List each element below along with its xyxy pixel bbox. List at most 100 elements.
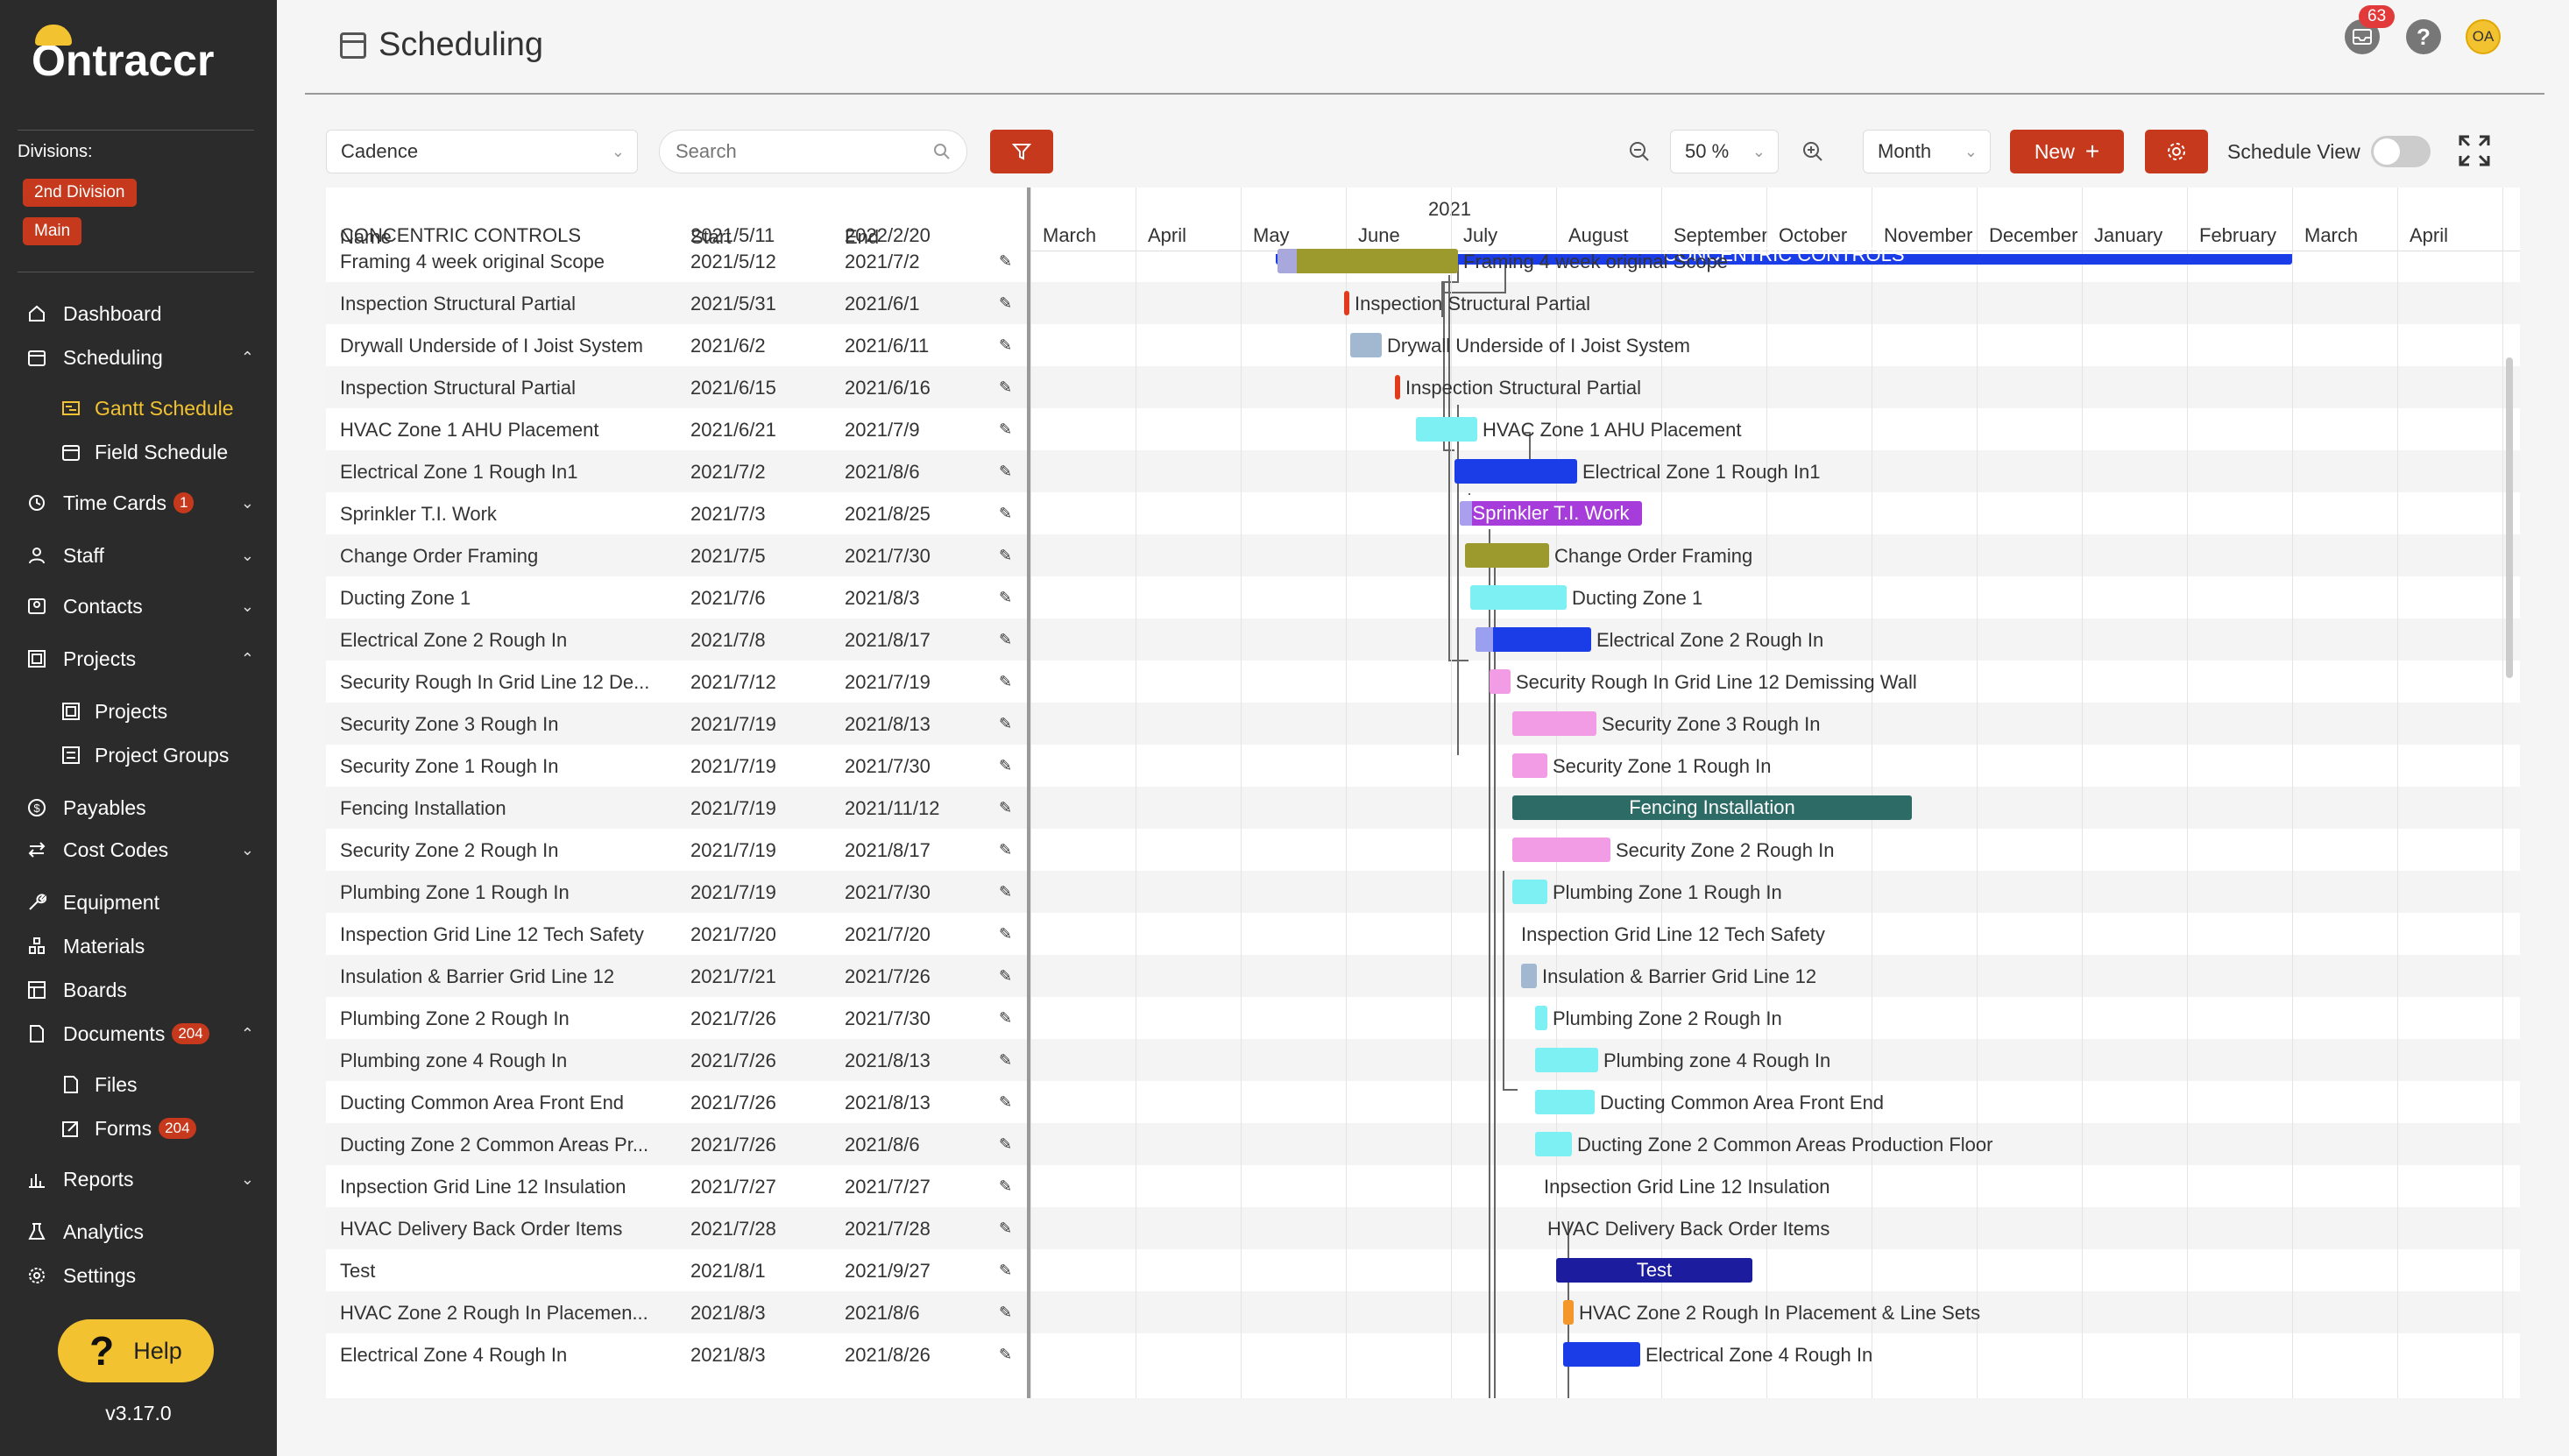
edit-icon[interactable]: ✎ [999, 378, 1013, 396]
table-row[interactable]: Security Zone 2 Rough In 2021/7/19 2021/8/… [326, 829, 1027, 871]
sidebar-item-time-cards[interactable]: Time Cards 1 ⌄ [26, 485, 258, 520]
edit-icon[interactable]: ✎ [999, 505, 1013, 522]
gantt-bar[interactable] [1563, 1342, 1640, 1367]
help-button[interactable]: ? Help [58, 1319, 214, 1382]
edit-icon[interactable]: ✎ [999, 967, 1013, 985]
sidebar-item-analytics[interactable]: Analytics [26, 1214, 258, 1249]
edit-icon[interactable]: ✎ [999, 1177, 1013, 1195]
table-row[interactable]: Sprinkler T.I. Work 2021/7/3 2021/8/25 ✎ [326, 492, 1027, 534]
column-header-start[interactable]: Start [690, 226, 732, 248]
panel-splitter[interactable] [1027, 187, 1030, 1398]
column-header-end[interactable]: End [845, 226, 880, 248]
edit-icon[interactable]: ✎ [999, 252, 1013, 270]
table-row[interactable]: Inspection Structural Partial 2021/5/31 20… [326, 282, 1027, 324]
table-row[interactable]: Ducting Common Area Front End 2021/7/26 20… [326, 1081, 1027, 1123]
table-row[interactable]: Framing 4 week original Scope 2021/5/12 20… [326, 240, 1027, 282]
search-field[interactable] [659, 130, 967, 173]
table-row[interactable]: Security Rough In Grid Line 12 De... 2021… [326, 661, 1027, 703]
sidebar-item-gantt-schedule[interactable]: Gantt Schedule [61, 391, 234, 426]
edit-icon[interactable]: ✎ [999, 1304, 1013, 1321]
table-row[interactable]: HVAC Zone 2 Rough In Placemen... 2021/8/3… [326, 1291, 1027, 1333]
gantt-bar[interactable] [1535, 1132, 1572, 1156]
table-row[interactable]: Insulation & Barrier Grid Line 12 2021/7/… [326, 955, 1027, 997]
edit-icon[interactable]: ✎ [999, 336, 1013, 354]
chevron-up-icon[interactable]: ⌃ [240, 649, 254, 668]
gantt-bar[interactable] [1512, 711, 1596, 736]
sidebar-item-staff[interactable]: Staff ⌄ [26, 538, 258, 573]
table-row[interactable]: Electrical Zone 4 Rough In 2021/8/3 2021/8… [326, 1333, 1027, 1375]
sidebar-item-boards[interactable]: Boards [26, 972, 258, 1007]
table-row[interactable]: Electrical Zone 2 Rough In 2021/7/8 2021/8… [326, 618, 1027, 661]
new-button[interactable]: New + [2010, 130, 2124, 173]
sidebar-item-scheduling[interactable]: Scheduling ⌃ [26, 340, 258, 375]
table-row[interactable]: Fencing Installation 2021/7/19 2021/11/12 ✎ [326, 787, 1027, 829]
edit-icon[interactable]: ✎ [999, 1093, 1013, 1111]
gantt-bar[interactable] [1563, 1300, 1574, 1325]
edit-icon[interactable]: ✎ [999, 547, 1013, 564]
edit-icon[interactable]: ✎ [999, 631, 1013, 648]
table-row[interactable]: Security Zone 1 Rough In 2021/7/19 2021/7/… [326, 745, 1027, 787]
sidebar-item-reports[interactable]: Reports ⌄ [26, 1162, 258, 1197]
avatar[interactable]: OA [2466, 19, 2501, 54]
chevron-down-icon[interactable]: ⌄ [240, 1170, 254, 1188]
table-row[interactable]: Plumbing Zone 1 Rough In 2021/7/19 2021/7/… [326, 871, 1027, 913]
filter-button[interactable] [990, 130, 1053, 173]
sidebar-item-project-groups[interactable]: Project Groups [61, 738, 229, 773]
gantt-bar[interactable] [1521, 964, 1537, 988]
ontraccr-logo[interactable]: Ontraccr [32, 25, 214, 91]
sidebar-item-payables[interactable]: $ Payables [26, 790, 258, 825]
edit-icon[interactable]: ✎ [999, 1009, 1013, 1027]
table-row[interactable]: Security Zone 3 Rough In 2021/7/19 2021/8/… [326, 703, 1027, 745]
gantt-scrollbar[interactable] [2506, 357, 2513, 678]
table-row[interactable]: Plumbing Zone 2 Rough In 2021/7/26 2021/7/… [326, 997, 1027, 1039]
edit-icon[interactable]: ✎ [999, 925, 1013, 943]
edit-icon[interactable]: ✎ [999, 883, 1013, 901]
edit-icon[interactable]: ✎ [999, 799, 1013, 816]
zoom-in-icon[interactable] [1801, 140, 1824, 168]
chevron-down-icon[interactable]: ⌄ [240, 840, 254, 859]
sidebar-item-documents[interactable]: Documents 204 ⌃ [26, 1016, 258, 1051]
gantt-bar[interactable] [1344, 291, 1349, 315]
sidebar-item-contacts[interactable]: Contacts ⌄ [26, 589, 258, 624]
sidebar-item-cost-codes[interactable]: Cost Codes ⌄ [26, 832, 258, 867]
sidebar-item-projects[interactable]: Projects [61, 694, 167, 729]
gantt-bar[interactable] [1460, 501, 1642, 526]
sidebar-item-settings[interactable]: Settings [26, 1258, 258, 1293]
project-select[interactable]: Cadence ⌄ [326, 130, 638, 173]
edit-icon[interactable]: ✎ [999, 1346, 1013, 1363]
gantt-bar[interactable] [1512, 795, 1912, 820]
sidebar-item-equipment[interactable]: Equipment [26, 885, 258, 920]
gantt-bar[interactable] [1470, 585, 1567, 610]
gantt-bar[interactable] [1535, 1090, 1595, 1114]
chevron-down-icon[interactable]: ⌄ [240, 546, 254, 564]
zoom-select[interactable]: 50 % ⌄ [1670, 130, 1779, 173]
gantt-bar[interactable] [1276, 254, 2292, 265]
zoom-out-icon[interactable] [1628, 140, 1651, 168]
sidebar-item-forms[interactable]: Forms 204 [61, 1111, 196, 1146]
table-row[interactable]: Plumbing zone 4 Rough In 2021/7/26 2021/8/… [326, 1039, 1027, 1081]
sidebar-item-files[interactable]: Files [61, 1067, 138, 1102]
table-row[interactable]: Inspection Structural Partial 2021/6/15 20… [326, 366, 1027, 408]
edit-icon[interactable]: ✎ [999, 841, 1013, 859]
table-row[interactable]: Ducting Zone 2 Common Areas Pr... 2021/7/… [326, 1123, 1027, 1165]
sidebar-item-field-schedule[interactable]: Field Schedule [61, 435, 228, 470]
chevron-down-icon[interactable]: ⌄ [240, 493, 254, 512]
sidebar-item-materials[interactable]: Materials [26, 929, 258, 964]
edit-icon[interactable]: ✎ [999, 463, 1013, 480]
gantt-bar[interactable] [1512, 838, 1610, 862]
division-badge-main[interactable]: Main [23, 217, 82, 245]
chevron-up-icon[interactable]: ⌃ [240, 348, 254, 366]
table-row[interactable]: Inspection Grid Line 12 Tech Safety 2021/… [326, 913, 1027, 955]
gantt-bar[interactable] [1512, 880, 1547, 904]
table-row[interactable]: Change Order Framing 2021/7/5 2021/7/30 ✎ [326, 534, 1027, 576]
column-header-name[interactable]: Name [340, 226, 392, 248]
gantt-bar[interactable] [1535, 1048, 1598, 1072]
gantt-bar[interactable] [1277, 249, 1458, 273]
table-row[interactable]: CONCENTRIC CONTROLS 2021/5/11 2022/2/20 [326, 214, 1027, 256]
schedule-view-toggle[interactable] [2371, 136, 2431, 167]
table-row[interactable]: Electrical Zone 1 Rough In1 2021/7/2 2021/… [326, 450, 1027, 492]
help-icon[interactable]: ? [2406, 19, 2441, 54]
edit-icon[interactable]: ✎ [999, 673, 1013, 690]
table-row[interactable]: HVAC Delivery Back Order Items 2021/7/28 2… [326, 1207, 1027, 1249]
gantt-bar[interactable] [1350, 333, 1382, 357]
